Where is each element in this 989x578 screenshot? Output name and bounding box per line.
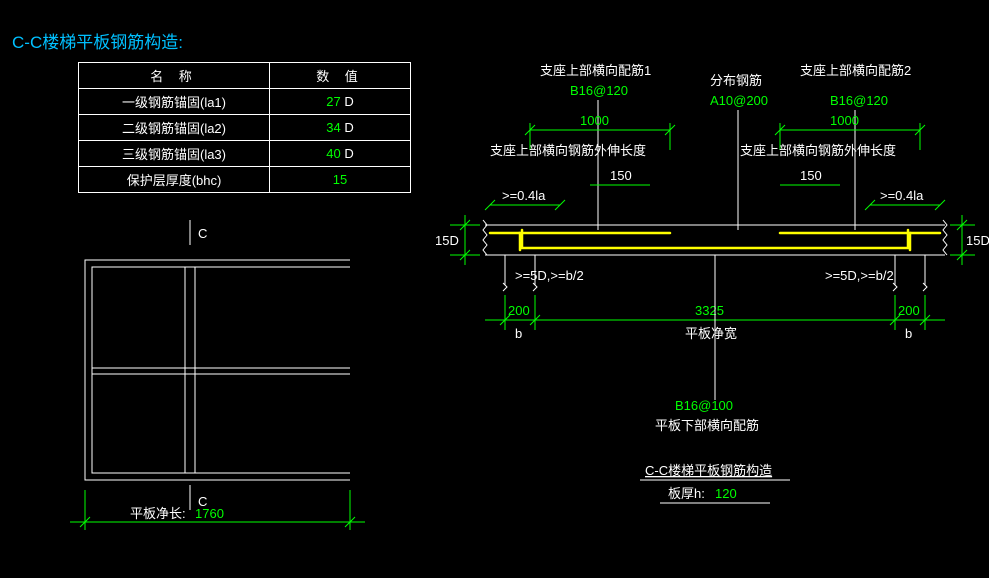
ge04la-left: >=0.4la: [502, 188, 546, 203]
plan-view: C C 平板净长: 1760: [50, 210, 410, 560]
ge5d-right: >=5D,>=b/2: [825, 268, 894, 283]
bottom-rebar-spec: B16@100: [675, 398, 733, 413]
table-row: 一级钢筋锚固(la1) 27 D: [79, 89, 411, 115]
ge5d-left: >=5D,>=b/2: [515, 268, 584, 283]
top-rebar2-label: 支座上部横向配筋2: [800, 63, 911, 78]
dim-150-right: 150: [800, 168, 822, 183]
plan-net-length-label: 平板净长:: [130, 506, 186, 521]
d15-right: 15D: [966, 233, 989, 248]
table-row: 二级钢筋锚固(la2) 34 D: [79, 115, 411, 141]
table-row: 三级钢筋锚固(la3) 40 D: [79, 141, 411, 167]
net-width-label: 平板净宽: [685, 326, 737, 341]
b-right: b: [905, 326, 912, 341]
b-val-left: 200: [508, 303, 530, 318]
top-rebar1-spec: B16@120: [570, 83, 628, 98]
section-title: C-C楼梯平板钢筋构造: [645, 463, 772, 478]
params-table: 名 称 数 值 一级钢筋锚固(la1) 27 D 二级钢筋锚固(la2) 34 …: [78, 62, 411, 193]
cell-name: 一级钢筋锚固(la1): [79, 89, 270, 115]
net-width-value: 3325: [695, 303, 724, 318]
thickness-value: 120: [715, 486, 737, 501]
thickness-label: 板厚h:: [668, 486, 705, 501]
d15-left: 15D: [435, 233, 459, 248]
page-title: C-C楼梯平板钢筋构造:: [12, 28, 183, 53]
cell-name: 保护层厚度(bhc): [79, 167, 270, 193]
cell-value: 27 D: [270, 89, 411, 115]
bottom-rebar-label: 平板下部横向配筋: [655, 418, 759, 433]
dist-rebar-spec: A10@200: [710, 93, 768, 108]
dist-rebar-label: 分布钢筋: [710, 73, 762, 88]
cell-value: 34 D: [270, 115, 411, 141]
th-name: 名 称: [79, 63, 270, 89]
top-rebar2-spec: B16@120: [830, 93, 888, 108]
table-row: 保护层厚度(bhc) 15: [79, 167, 411, 193]
section-view: 支座上部横向配筋1 B16@120 分布钢筋 A10@200 支座上部横向配筋2…: [430, 55, 989, 575]
cell-value: 40 D: [270, 141, 411, 167]
top-rebar1-label: 支座上部横向配筋1: [540, 63, 651, 78]
b-val-right: 200: [898, 303, 920, 318]
cell-value: 15: [270, 167, 411, 193]
th-value: 数 值: [270, 63, 411, 89]
plan-net-length-value: 1760: [195, 506, 224, 521]
dim-150-left: 150: [610, 168, 632, 183]
cell-name: 二级钢筋锚固(la2): [79, 115, 270, 141]
ext-len-left: 支座上部横向钢筋外伸长度: [490, 143, 646, 158]
b-left: b: [515, 326, 522, 341]
section-mark-top: C: [198, 226, 207, 241]
dim-1000-left: 1000: [580, 113, 609, 128]
cell-name: 三级钢筋锚固(la3): [79, 141, 270, 167]
ext-len-right: 支座上部横向钢筋外伸长度: [740, 143, 896, 158]
ge04la-right: >=0.4la: [880, 188, 924, 203]
dim-1000-right: 1000: [830, 113, 859, 128]
